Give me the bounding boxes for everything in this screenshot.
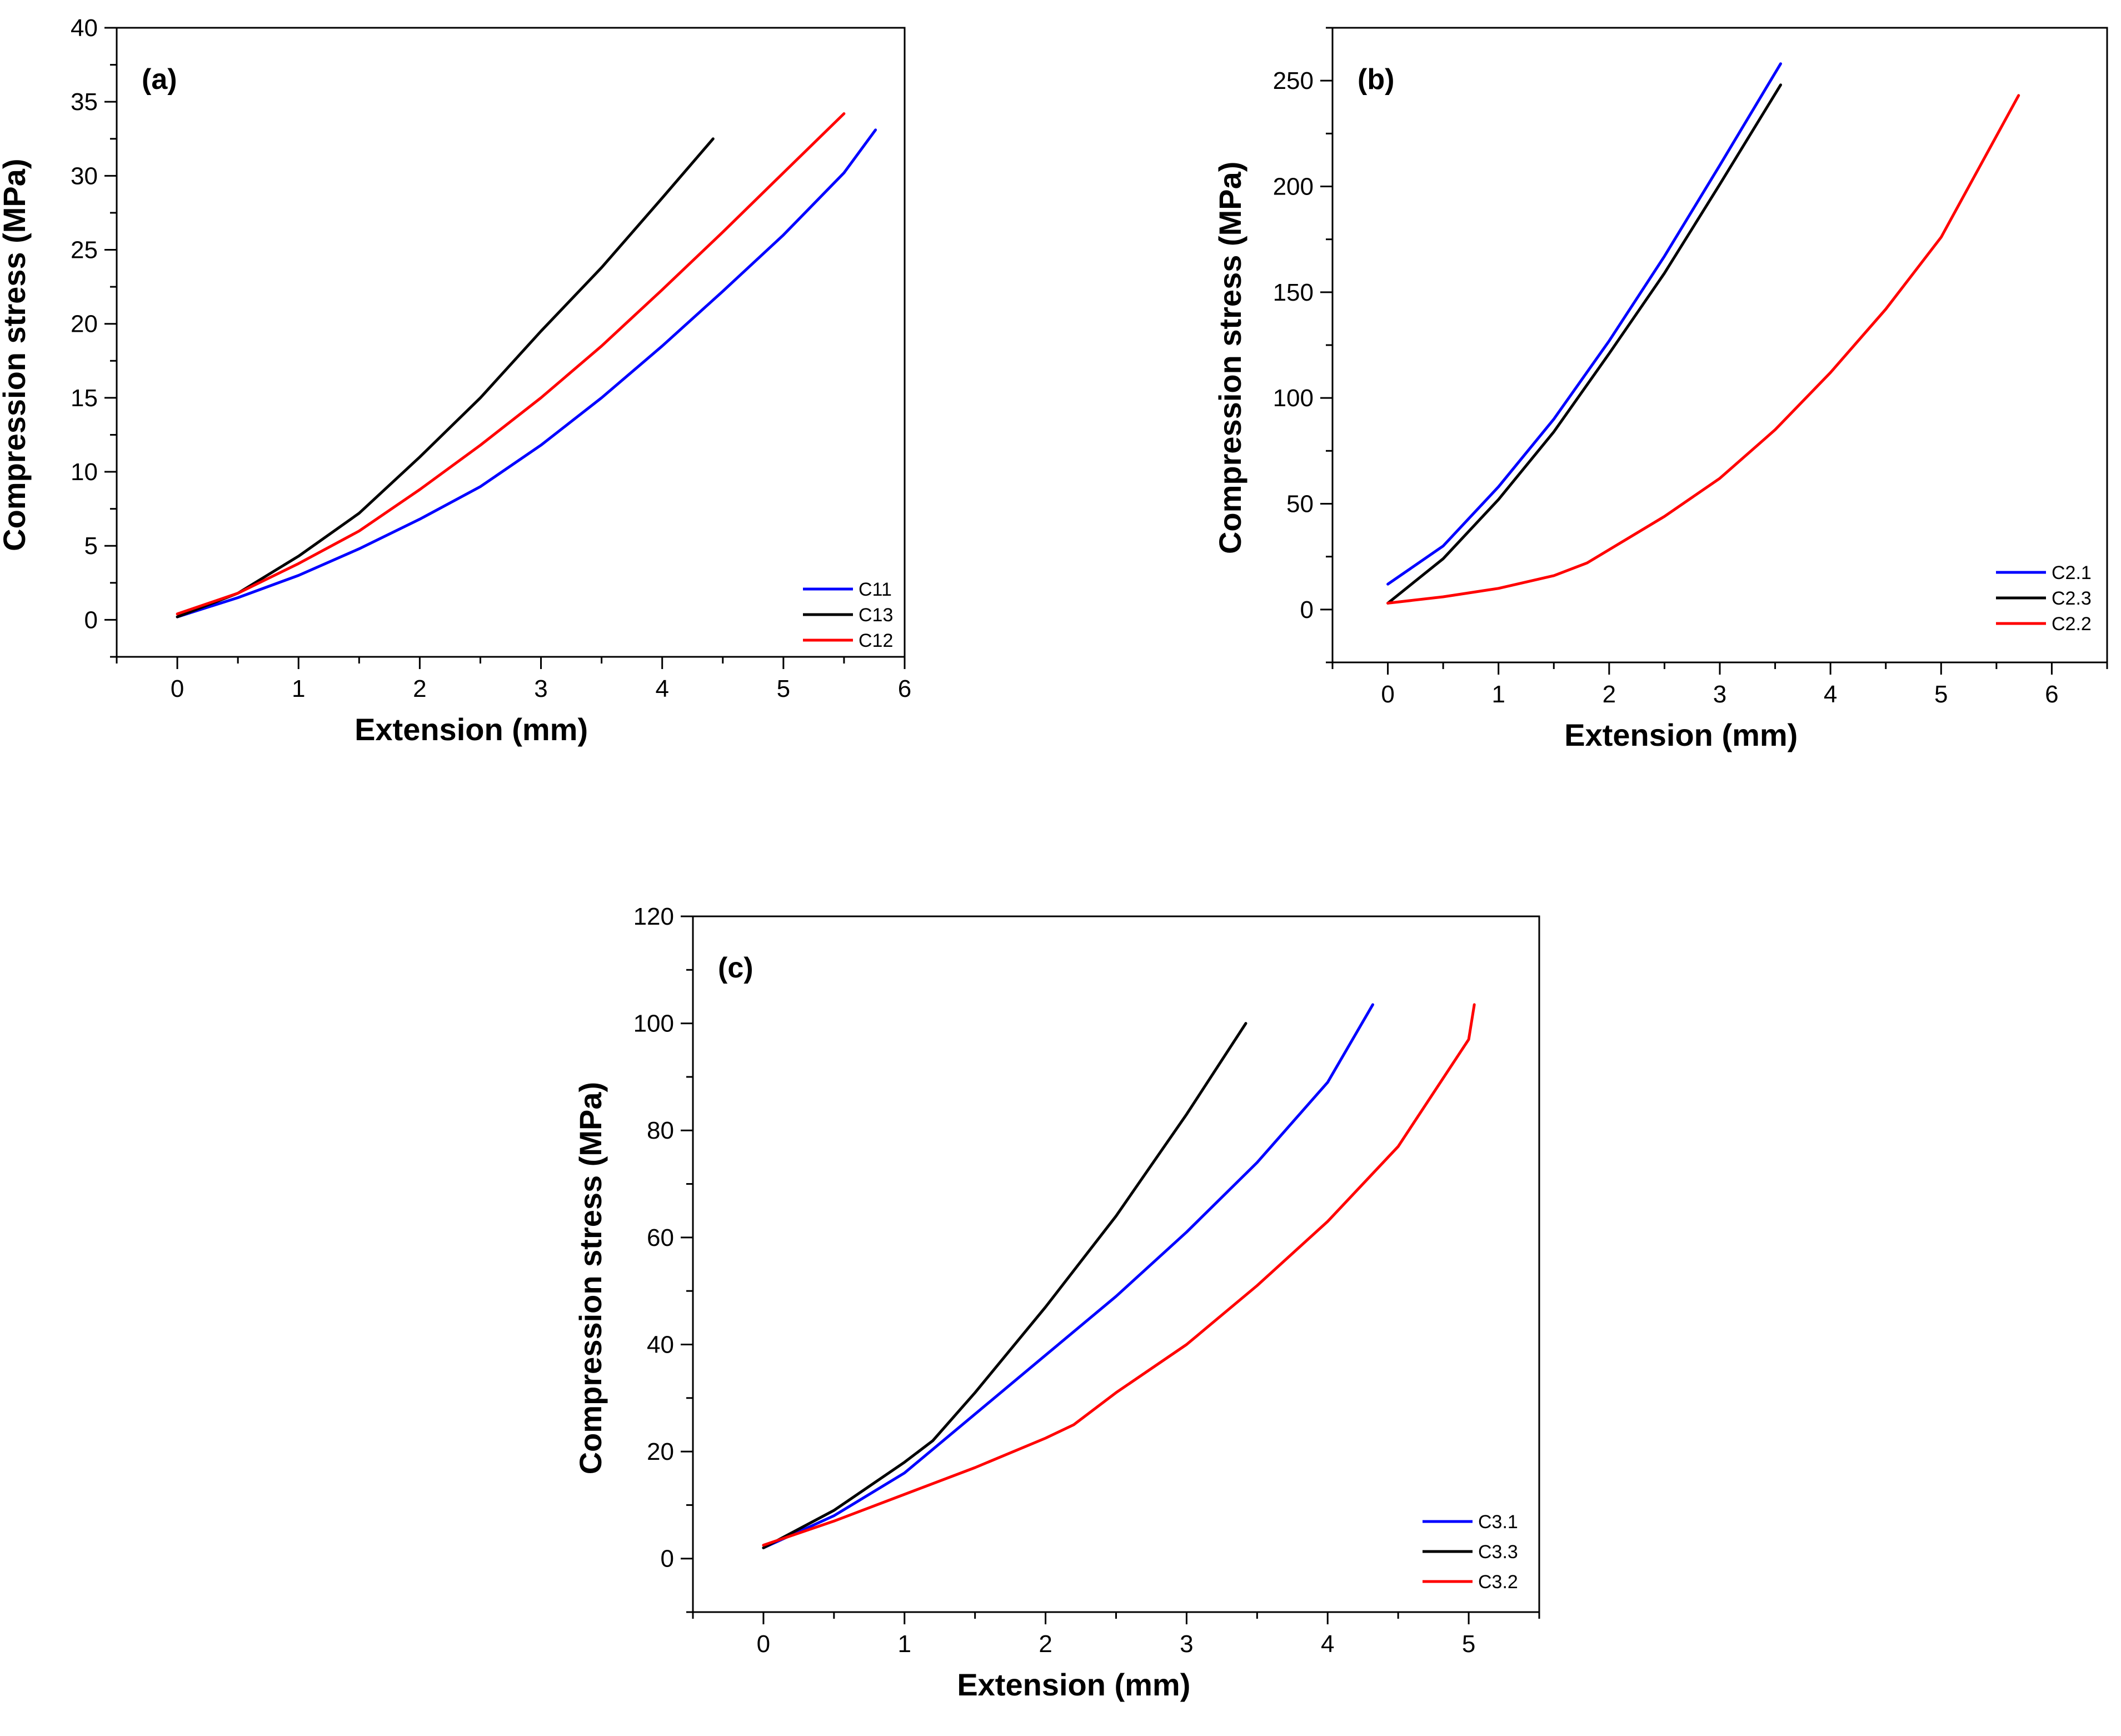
legend-entry: C3.2 — [1478, 1572, 1518, 1593]
legend-entry: C12 — [859, 630, 893, 651]
y-axis-title: Compression stress (MPa) — [1212, 162, 1247, 554]
y-tick-label: 35 — [71, 88, 98, 116]
y-axis-title: Compression stress (MPa) — [0, 158, 32, 551]
legend-entry: C2.2 — [2052, 613, 2092, 635]
x-tick-label: 3 — [534, 675, 547, 702]
y-tick-label: 200 — [1273, 173, 1314, 201]
x-tick-label: 5 — [1934, 681, 1948, 708]
x-tick-label: 2 — [413, 675, 426, 702]
x-tick-label: 0 — [757, 1630, 770, 1658]
y-tick-label: 0 — [1300, 596, 1314, 623]
y-axis-title: Compression stress (MPa) — [573, 1082, 608, 1474]
x-axis-title: Extension (mm) — [1564, 717, 1798, 752]
x-tick-label: 6 — [2045, 681, 2058, 708]
series-line-c2-2 — [1386, 94, 2020, 605]
x-tick-label: 4 — [1824, 681, 1837, 708]
y-tick-label: 20 — [71, 311, 98, 338]
x-tick-label: 1 — [292, 675, 305, 702]
series-line-c2-1 — [1386, 62, 1782, 586]
x-tick-label: 4 — [1321, 1630, 1334, 1658]
legend-entry: C3.1 — [1478, 1511, 1518, 1533]
x-tick-label: 0 — [1381, 681, 1394, 708]
legend-entry: C2.1 — [2052, 562, 2092, 583]
y-tick-label: 5 — [84, 532, 98, 560]
y-tick-label: 100 — [1273, 385, 1314, 412]
series-line-c3-1 — [762, 1003, 1374, 1549]
x-tick-label: 3 — [1713, 681, 1726, 708]
legend-entry: C3.3 — [1478, 1542, 1518, 1563]
y-tick-label: 15 — [71, 385, 98, 412]
series-line-c11 — [176, 128, 877, 618]
y-tick-label: 100 — [633, 1010, 674, 1037]
y-tick-label: 0 — [661, 1545, 674, 1573]
panel-label: (c) — [718, 952, 753, 984]
plot-frame — [692, 915, 1540, 1613]
y-tick-label: 20 — [647, 1438, 674, 1465]
legend-entry: C2.3 — [2052, 588, 2092, 609]
y-tick-label: 25 — [71, 237, 98, 264]
y-tick-label: 60 — [647, 1224, 674, 1251]
x-tick-label: 0 — [171, 675, 184, 702]
series-line-c2-3 — [1386, 83, 1782, 605]
x-axis-title: Extension (mm) — [957, 1667, 1190, 1702]
x-tick-label: 1 — [898, 1630, 911, 1658]
y-tick-label: 30 — [71, 162, 98, 189]
x-tick-label: 5 — [1462, 1630, 1475, 1658]
series-line-c3-2 — [762, 1003, 1476, 1547]
y-tick-label: 250 — [1273, 67, 1314, 94]
plot-frame — [116, 27, 906, 658]
x-axis-title: Extension (mm) — [355, 712, 588, 747]
x-tick-label: 3 — [1180, 1630, 1193, 1658]
x-tick-label: 2 — [1039, 1630, 1052, 1658]
x-tick-label: 1 — [1491, 681, 1505, 708]
y-tick-label: 0 — [84, 606, 98, 633]
chart-panel-2: 0 1 2 3 4 5 6 0 50 100 150 200 250 Extension (mm) Comp… — [1212, 27, 2108, 752]
legend-entry: C13 — [859, 605, 893, 626]
series-line-c12 — [176, 112, 846, 616]
series-line-c3-3 — [762, 1022, 1247, 1549]
y-tick-label: 80 — [647, 1117, 674, 1144]
y-tick-label: 40 — [647, 1331, 674, 1358]
y-tick-label: 10 — [71, 458, 98, 486]
y-tick-label: 50 — [1286, 491, 1314, 518]
x-tick-label: 4 — [655, 675, 668, 702]
y-tick-label: 40 — [71, 14, 98, 42]
series-line-c13 — [176, 137, 715, 618]
chart-panel-3: 0 1 2 3 4 5 0 20 40 60 80 100 120 Extension (mm) Compr… — [573, 903, 1540, 1702]
panel-label: (b) — [1358, 63, 1394, 96]
x-tick-label: 6 — [898, 675, 911, 702]
x-tick-label: 5 — [777, 675, 790, 702]
y-tick-label: 120 — [633, 903, 674, 930]
panel-label: (a) — [142, 63, 177, 96]
x-tick-label: 2 — [1603, 681, 1616, 708]
y-tick-label: 150 — [1273, 279, 1314, 306]
legend-entry: C11 — [859, 579, 892, 600]
chart-panel-1: 0 1 2 3 4 5 6 0 5 10 15 20 25 30 35 40 Extension (mm) Com… — [0, 14, 911, 747]
plot-frame — [1331, 27, 2108, 664]
